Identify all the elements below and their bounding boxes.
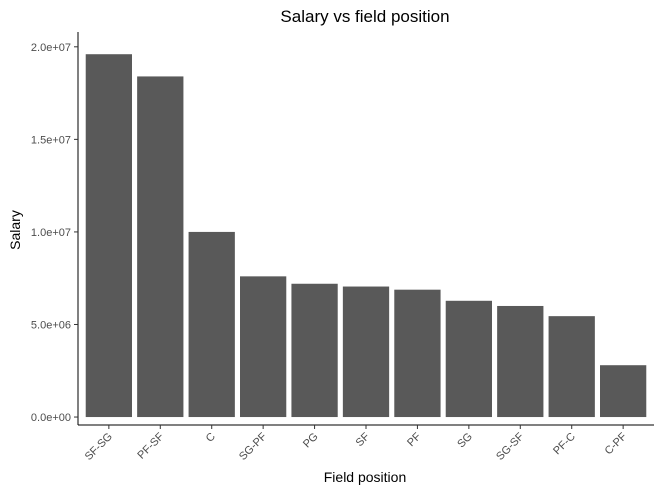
bar-sf-sg (85, 54, 132, 418)
y-tick-label: 0.0e+00 (31, 412, 71, 424)
bar-sf (342, 286, 390, 418)
x-tick-label: SG-SF (494, 430, 526, 462)
bar-pg (291, 283, 338, 418)
x-tick-label: PG (301, 431, 321, 451)
bar-pf-c (548, 316, 595, 418)
bar-c-pf (600, 365, 647, 418)
x-tick-label: SF-SG (83, 431, 115, 463)
x-tick-label: SF (354, 430, 373, 449)
chart-title: Salary vs field position (280, 7, 449, 26)
bar-pf-sf (137, 76, 184, 418)
y-tick-label: 1.0e+07 (31, 227, 71, 239)
y-tick-label: 1.5e+07 (31, 134, 71, 146)
bar-sg-pf (240, 276, 287, 418)
x-tick-label: PF-C (551, 431, 578, 458)
x-tick-label: PF (405, 430, 424, 449)
y-tick-label: 5.0e+06 (31, 319, 71, 331)
y-axis-title: Salary (7, 210, 23, 250)
bars-layer (85, 54, 647, 418)
bar-sg-sf (497, 305, 544, 418)
bar-c (188, 231, 235, 418)
x-tick-label: SG-PF (237, 430, 269, 462)
x-tick-label: C-PF (603, 430, 630, 457)
x-tick-label: SG (455, 431, 475, 451)
x-axis-title: Field position (324, 469, 407, 485)
x-tick-label: C (204, 431, 218, 445)
y-tick-label: 2.0e+07 (31, 42, 71, 54)
bar-pf (394, 289, 441, 418)
bar-sg (445, 300, 492, 418)
x-tick-label: PF-SF (135, 430, 166, 461)
